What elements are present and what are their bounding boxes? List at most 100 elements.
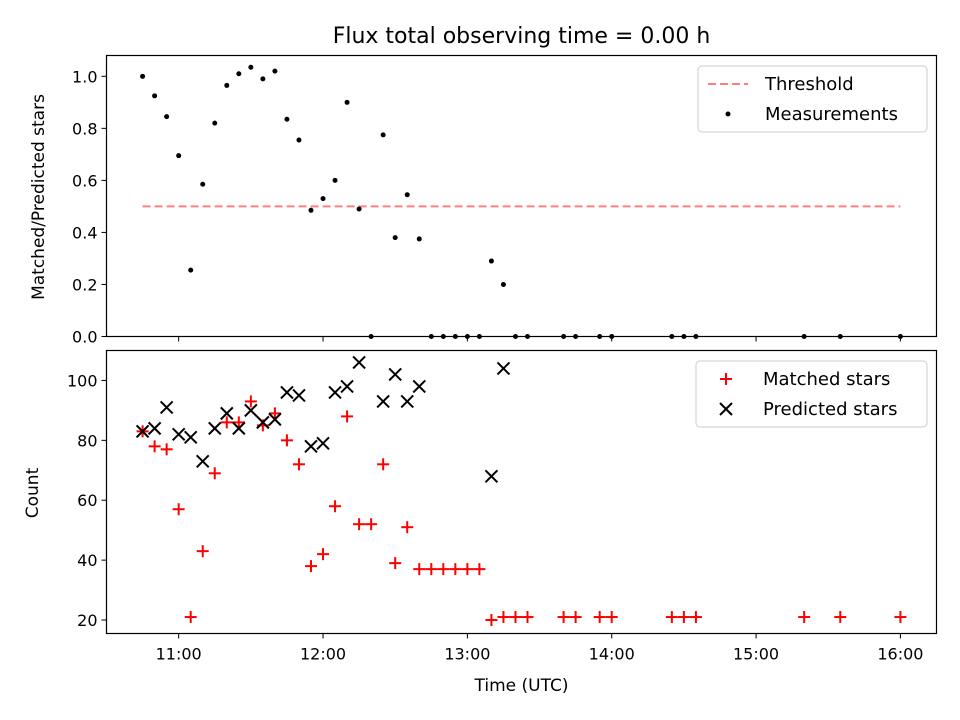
measurement-point — [152, 93, 158, 99]
predicted-star-point — [159, 400, 174, 415]
predicted-star-point — [400, 394, 414, 409]
x-tick-label: 12:00 — [300, 645, 346, 664]
matched-star-point — [437, 563, 450, 576]
bottom-y-tick-label: 40 — [77, 551, 97, 570]
matched-star-point — [329, 500, 342, 513]
matched-star-point — [304, 560, 317, 573]
matched-star-point — [605, 611, 618, 624]
matched-star-point — [389, 557, 402, 570]
predicted-star-point — [220, 406, 234, 421]
matched-star-point — [509, 611, 522, 624]
top-plot-area — [140, 64, 903, 339]
top-y-ticks: 0.0 0.2 0.4 0.6 0.8 1.0 — [72, 67, 107, 347]
top-axes-frame — [105, 54, 938, 338]
predicted-star-point — [352, 355, 366, 370]
bottom-y-tick-label: 60 — [77, 491, 97, 510]
x-axis-label: Time (UTC) — [474, 676, 569, 696]
matched-star-point — [148, 440, 161, 453]
bottom-axes-frame — [105, 349, 938, 635]
matched-star-point — [317, 548, 330, 561]
measurement-point — [404, 192, 410, 198]
top-y-tick-label: 1.0 — [72, 67, 97, 86]
matched-star-point — [894, 611, 907, 624]
predicted-star-point — [232, 421, 246, 436]
x-tick-label: 13:00 — [444, 645, 490, 664]
matched-star-point — [232, 416, 245, 429]
predicted-star-point — [208, 421, 222, 436]
legend-label-predicted-stars: Predicted stars — [763, 399, 897, 420]
predicted-star-point — [304, 439, 318, 454]
matched-star-point — [160, 443, 173, 456]
matched-star-point — [798, 611, 811, 624]
measurement-point — [356, 206, 362, 212]
matched-star-point — [593, 611, 606, 624]
measurement-point — [260, 76, 266, 82]
chart-title: Flux total observing time = 0.00 h — [333, 24, 711, 49]
matched-stars-legend-swatch — [720, 373, 732, 385]
legend-label-measurements: Measurements — [765, 104, 898, 125]
bottom-x-ticks: 11:00 12:00 13:00 14:00 15:00 16:00 — [156, 633, 923, 664]
bottom-y-tick-label: 80 — [77, 431, 97, 450]
predicted-star-point — [292, 388, 306, 403]
matched-star-point — [449, 563, 462, 576]
predicted-star-point — [328, 385, 342, 400]
measurement-point — [344, 99, 350, 105]
matched-star-point — [220, 416, 233, 429]
matched-star-point — [341, 410, 354, 423]
measurement-point — [224, 82, 230, 88]
matched-star-point — [377, 458, 390, 471]
measurements-legend-swatch — [725, 111, 731, 117]
top-y-tick-label: 0.0 — [72, 328, 97, 347]
predicted-star-point — [340, 379, 354, 394]
predicted-star-point — [496, 361, 511, 376]
bottom-y-ticks: 20 40 60 80 100 — [67, 371, 107, 630]
matched-star-point — [413, 563, 426, 576]
matched-star-point — [280, 434, 293, 447]
matched-star-point — [196, 545, 209, 558]
measurement-point — [200, 181, 206, 187]
predicted-star-point — [183, 430, 198, 445]
predicted-star-point — [256, 415, 270, 430]
bottom-y-tick-label: 100 — [67, 371, 98, 390]
matched-star-point — [353, 518, 366, 531]
top-subplot: Flux total observing time = 0.00 h Match… — [29, 24, 938, 347]
predicted-star-point — [244, 403, 258, 418]
measurement-point — [236, 71, 242, 77]
top-legend-box — [697, 65, 928, 133]
matched-star-point — [521, 611, 534, 624]
matched-star-point — [557, 611, 570, 624]
predicted-star-point — [412, 379, 426, 394]
predicted-star-point — [147, 421, 162, 436]
matched-star-point — [365, 518, 378, 531]
bottom-y-tick-label: 20 — [77, 611, 97, 630]
predicted-star-point — [316, 436, 330, 451]
bottom-legend-box — [695, 360, 928, 428]
measurement-point — [272, 68, 278, 74]
predicted-star-point — [484, 469, 499, 483]
matched-star-point — [665, 611, 678, 624]
matched-star-point — [834, 611, 847, 624]
measurement-point — [296, 137, 302, 143]
measurement-point — [284, 116, 290, 122]
top-y-tick-label: 0.8 — [72, 119, 97, 138]
predicted-star-point — [135, 424, 150, 439]
measurement-point — [308, 207, 314, 213]
matched-star-point — [172, 503, 185, 516]
bottom-y-axis-label: Count — [23, 467, 43, 518]
legend-label-matched-stars: Matched stars — [763, 369, 890, 390]
top-y-tick-label: 0.6 — [72, 171, 97, 190]
matched-star-point — [497, 611, 510, 624]
predicted-star-point — [171, 427, 186, 442]
measurement-point — [188, 267, 194, 273]
measurement-point — [164, 114, 170, 120]
x-tick-label: 16:00 — [877, 645, 923, 664]
measurement-point — [416, 236, 422, 242]
top-y-tick-label: 0.4 — [72, 223, 97, 242]
bottom-legend: Matched stars Predicted stars — [695, 360, 928, 428]
matched-star-point — [268, 407, 281, 420]
matched-star-point — [401, 521, 414, 534]
predicted-star-point — [268, 412, 282, 427]
matched-star-point — [292, 458, 305, 471]
